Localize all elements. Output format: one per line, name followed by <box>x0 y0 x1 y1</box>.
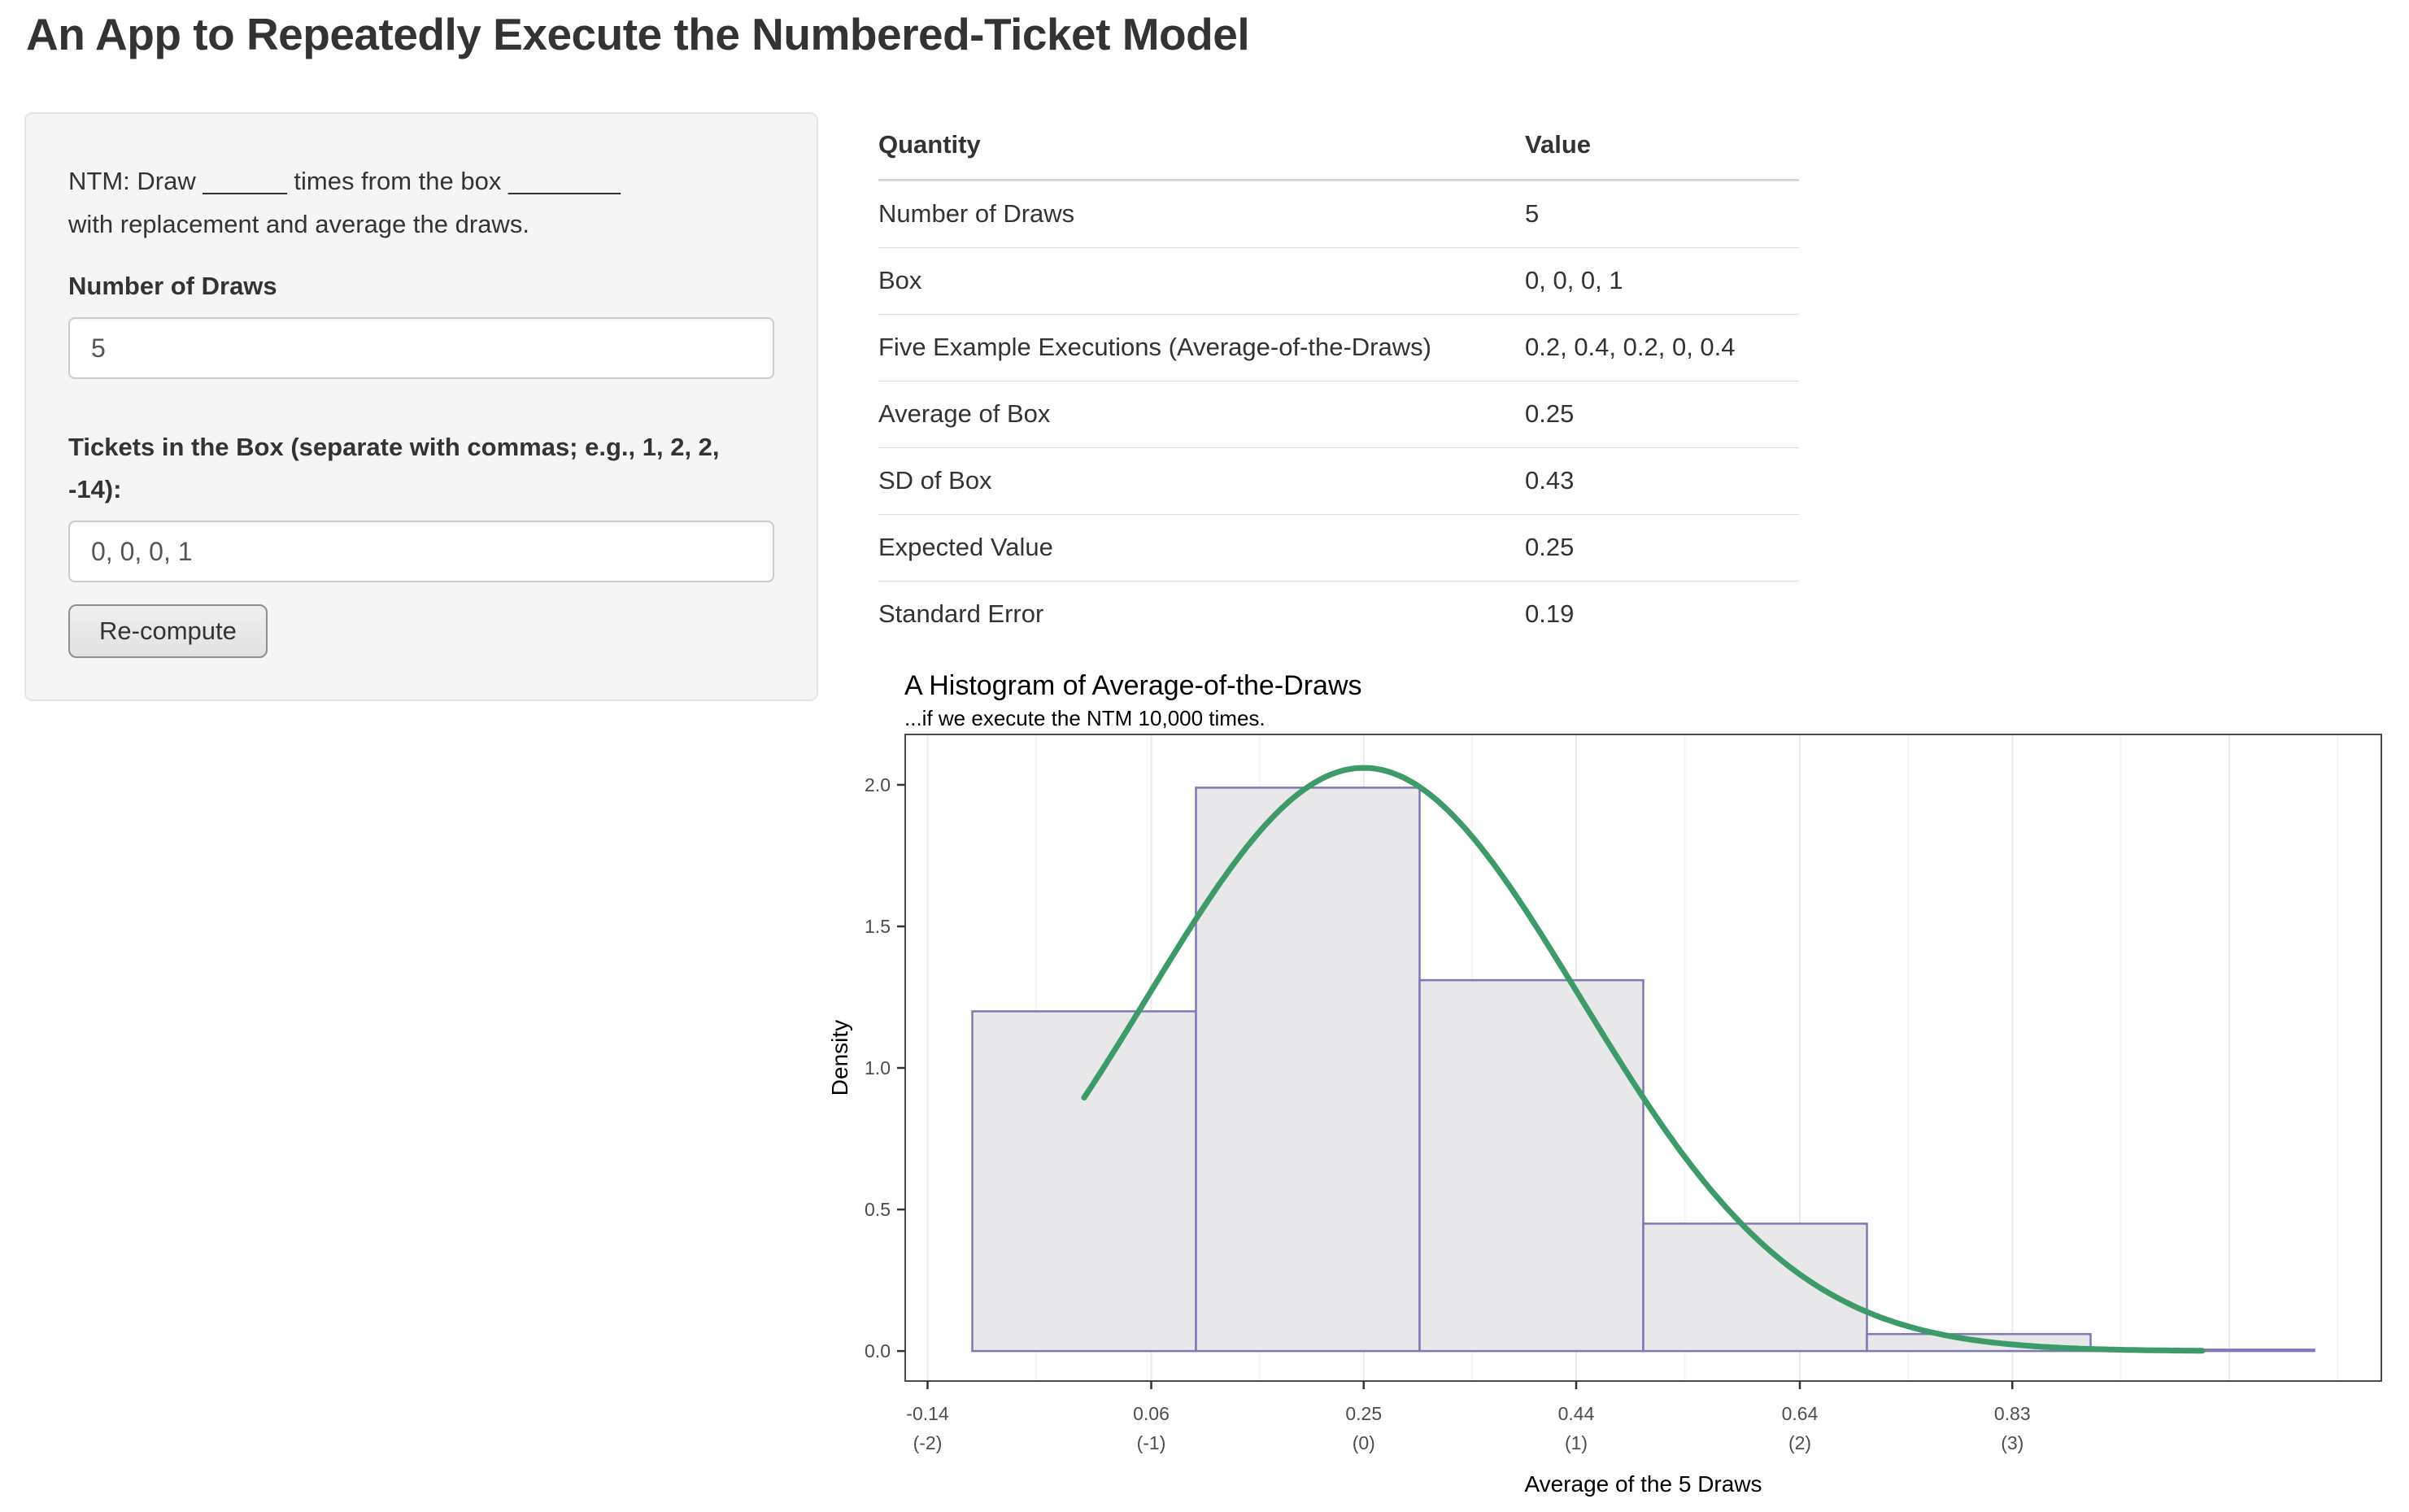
table-row: Standard Error 0.19 <box>878 581 1799 647</box>
svg-text:Density: Density <box>827 1020 852 1096</box>
histogram-plot: -0.14 (-2) 0.06 (-1) 0.25 (0) 0.44 (1) 0.64 (2) 0.… <box>813 651 2409 1508</box>
value-cell: 0.43 <box>1525 447 1799 514</box>
svg-text:(-1): (-1) <box>1137 1432 1166 1453</box>
sidebar-panel: NTM: Draw ______ times from the box ____… <box>24 112 818 701</box>
recompute-button[interactable]: Re-compute <box>68 604 268 658</box>
value-cell: 0.19 <box>1525 581 1799 647</box>
value-cell: 0.25 <box>1525 514 1799 581</box>
ntm-description-line1: NTM: Draw ______ times from the box ____… <box>68 167 621 195</box>
svg-text:0.83: 0.83 <box>1994 1403 2031 1424</box>
quantity-cell: Number of Draws <box>878 181 1525 247</box>
tickets-in-box-input[interactable] <box>68 521 774 582</box>
column-header-value: Value <box>1525 115 1799 181</box>
table-row: Five Example Executions (Average-of-the-… <box>878 314 1799 381</box>
table-row: Expected Value 0.25 <box>878 514 1799 581</box>
quantity-cell: SD of Box <box>878 447 1525 514</box>
ntm-description-line2: with replacement and average the draws. <box>68 210 529 238</box>
svg-text:(3): (3) <box>2001 1432 2023 1453</box>
quantity-cell: Expected Value <box>878 514 1525 581</box>
histogram-svg: -0.14 (-2) 0.06 (-1) 0.25 (0) 0.44 (1) 0.64 (2) 0.… <box>827 670 2382 1497</box>
quantity-cell: Five Example Executions (Average-of-the-… <box>878 314 1525 381</box>
summary-table: Quantity Value Number of Draws 5 Box 0, … <box>878 115 1799 647</box>
table-row: Average of Box 0.25 <box>878 381 1799 447</box>
ntm-description: NTM: Draw ______ times from the box ____… <box>68 159 774 246</box>
svg-text:0.5: 0.5 <box>865 1199 891 1220</box>
svg-text:0.0: 0.0 <box>865 1340 891 1362</box>
value-cell: 0.2, 0.4, 0.2, 0, 0.4 <box>1525 314 1799 381</box>
svg-text:0.44: 0.44 <box>1558 1403 1595 1424</box>
quantity-cell: Box <box>878 247 1525 314</box>
svg-text:2.0: 2.0 <box>865 774 891 795</box>
value-cell: 0.25 <box>1525 381 1799 447</box>
tickets-in-box-label: Tickets in the Box (separate with commas… <box>68 433 720 503</box>
table-row: SD of Box 0.43 <box>878 447 1799 514</box>
svg-text:Average of the 5 Draws: Average of the 5 Draws <box>1524 1471 1762 1497</box>
svg-text:(2): (2) <box>1788 1432 1811 1453</box>
number-of-draws-label: Number of Draws <box>68 272 277 300</box>
spacer <box>68 582 774 604</box>
summary-table-header-row: Quantity Value <box>878 115 1799 181</box>
column-header-quantity: Quantity <box>878 115 1525 181</box>
svg-text:-0.14: -0.14 <box>906 1403 949 1424</box>
svg-text:...if we execute the NTM 10,00: ...if we execute the NTM 10,000 times. <box>904 706 1265 730</box>
svg-text:(1): (1) <box>1565 1432 1588 1453</box>
svg-text:0.25: 0.25 <box>1345 1403 1382 1424</box>
table-row: Number of Draws 5 <box>878 181 1799 247</box>
svg-text:0.64: 0.64 <box>1782 1403 1819 1424</box>
svg-text:1.5: 1.5 <box>865 916 891 937</box>
table-row: Box 0, 0, 0, 1 <box>878 247 1799 314</box>
svg-text:0.06: 0.06 <box>1133 1403 1170 1424</box>
quantity-cell: Average of Box <box>878 381 1525 447</box>
spacer <box>68 379 774 426</box>
page-title: An App to Repeatedly Execute the Numbere… <box>26 9 1250 59</box>
svg-text:1.0: 1.0 <box>865 1057 891 1078</box>
quantity-cell: Standard Error <box>878 581 1525 647</box>
svg-text:A Histogram of Average-of-the-: A Histogram of Average-of-the-Draws <box>904 670 1362 701</box>
svg-text:(-2): (-2) <box>913 1432 943 1453</box>
value-cell: 0, 0, 0, 1 <box>1525 247 1799 314</box>
number-of-draws-input[interactable] <box>68 317 774 379</box>
svg-text:(0): (0) <box>1353 1432 1375 1453</box>
value-cell: 5 <box>1525 181 1799 247</box>
